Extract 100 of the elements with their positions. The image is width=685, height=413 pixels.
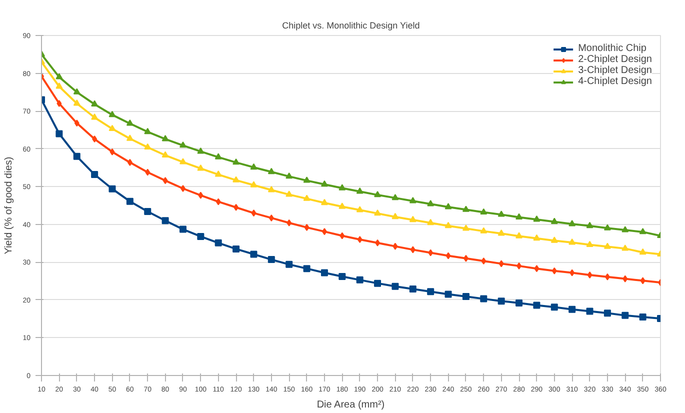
point: [179, 226, 186, 233]
point: [91, 100, 98, 106]
point: [604, 224, 611, 230]
point: [533, 234, 540, 241]
point: [640, 277, 646, 284]
legend-label: 3-Chiplet Design: [578, 65, 652, 76]
point: [303, 176, 310, 183]
point: [622, 275, 628, 282]
point: [145, 168, 150, 176]
point: [286, 190, 293, 197]
point: [126, 134, 134, 141]
point: [392, 282, 399, 290]
point: [639, 228, 646, 234]
point: [462, 206, 470, 212]
point: [550, 304, 558, 311]
point: [162, 151, 169, 158]
point: [144, 143, 152, 150]
point: [392, 212, 399, 220]
point: [463, 254, 468, 262]
point: [74, 120, 80, 127]
point: [304, 224, 310, 231]
point: [303, 265, 310, 272]
point: [444, 222, 452, 228]
point: [179, 158, 186, 164]
point: [110, 148, 115, 156]
point: [56, 73, 63, 80]
legend-label: 2-Chiplet Design: [578, 54, 652, 65]
point: [462, 293, 470, 300]
point: [409, 285, 416, 292]
point: [534, 265, 540, 272]
point: [498, 260, 504, 268]
point: [498, 210, 505, 217]
point: [639, 248, 646, 255]
point: [303, 194, 310, 201]
point: [552, 267, 557, 274]
point: [357, 236, 362, 243]
point: [268, 256, 275, 264]
point: [338, 184, 346, 190]
point: [568, 238, 576, 245]
point: [427, 218, 434, 226]
point: [444, 203, 452, 210]
point: [286, 172, 293, 179]
point: [480, 295, 488, 302]
point: [392, 194, 399, 200]
point: [568, 220, 576, 226]
point: [622, 312, 629, 319]
point: [180, 185, 186, 192]
point: [250, 250, 258, 258]
point: [481, 258, 486, 265]
point: [232, 158, 240, 165]
point: [179, 141, 186, 148]
point: [570, 269, 575, 276]
point: [622, 244, 629, 251]
point: [550, 236, 558, 243]
point: [320, 198, 328, 206]
point: [91, 171, 98, 178]
point: [427, 288, 434, 296]
point: [586, 308, 594, 315]
point: [232, 176, 240, 182]
point: [604, 242, 611, 249]
point: [374, 190, 382, 198]
point: [356, 206, 364, 212]
point: [73, 88, 80, 94]
point: [197, 164, 204, 171]
point: [268, 214, 274, 222]
point: [340, 232, 345, 240]
point: [127, 158, 132, 166]
point: [73, 100, 80, 106]
legend-label: Monolithic Chip: [578, 43, 646, 54]
chart-title: Chiplet vs. Monolithic Design Yield: [282, 20, 420, 30]
point: [639, 313, 646, 320]
point: [92, 136, 98, 143]
point: [56, 130, 63, 138]
point: [604, 273, 610, 280]
point: [286, 219, 292, 226]
point: [268, 168, 275, 174]
point: [480, 208, 488, 215]
point: [56, 82, 63, 89]
point: [108, 124, 116, 132]
point: [338, 273, 346, 280]
point: [108, 110, 116, 118]
point: [462, 224, 470, 231]
point: [374, 209, 382, 216]
point: [250, 163, 258, 170]
point: [162, 177, 168, 184]
point: [214, 239, 222, 246]
point: [144, 208, 152, 216]
point: [409, 197, 416, 204]
point: [427, 200, 434, 206]
point: [533, 216, 540, 222]
point: [197, 148, 204, 154]
point: [498, 229, 505, 236]
point: [251, 210, 256, 217]
point: [516, 299, 523, 306]
point: [587, 272, 592, 279]
x-axis-title: Die Area (mm²): [316, 400, 385, 410]
point: [498, 298, 505, 305]
point: [356, 188, 364, 194]
point: [73, 152, 80, 160]
point: [286, 260, 293, 268]
